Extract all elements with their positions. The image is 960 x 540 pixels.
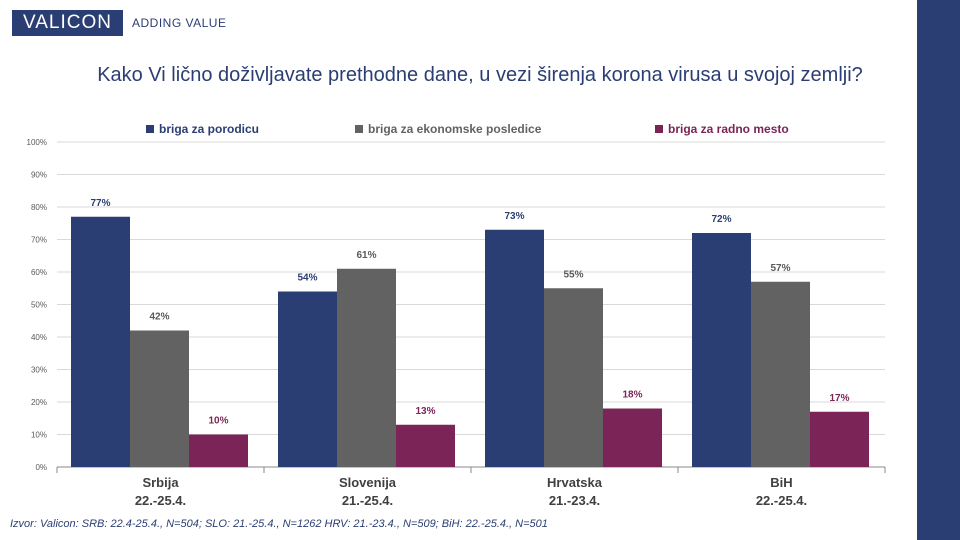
data-label: 17% [829,393,849,404]
category-period-label: 22.-25.4. [756,493,807,508]
category-period-label: 21.-23.4. [549,493,600,508]
y-tick-label: 0% [35,463,47,472]
y-tick-label: 90% [31,171,47,180]
y-tick-label: 100% [27,138,47,147]
brand-tagline: ADDING VALUE [132,16,227,30]
valicon-logo: VALICON [12,10,123,36]
data-label: 54% [297,273,317,284]
category-label: Hrvatska [547,475,603,490]
bar [71,216,130,467]
bar [692,233,751,467]
bar [751,281,810,467]
source-footnote: Izvor: Valicon: SRB: 22.4-25.4., N=504; … [10,518,548,530]
data-label: 42% [149,312,169,323]
bar [337,268,396,467]
chart-title: Kako Vi lično doživljavate prethodne dan… [97,64,863,86]
category-period-label: 22.-25.4. [135,493,186,508]
y-tick-label: 70% [31,236,47,245]
bar [810,411,869,467]
y-tick-label: 10% [31,431,47,440]
data-label: 77% [90,198,110,209]
y-tick-label: 60% [31,268,47,277]
y-tick-label: 40% [31,333,47,342]
data-label: 18% [622,390,642,401]
data-label: 13% [415,406,435,417]
bar [544,288,603,467]
legend-swatch [146,125,154,133]
side-accent-bar [917,0,960,540]
data-label: 73% [504,211,524,222]
category-label: Srbija [142,475,179,490]
data-label: 55% [563,269,583,280]
bar [603,408,662,467]
category-label: Slovenija [339,475,397,490]
bar [396,424,455,467]
data-label: 10% [208,416,228,427]
y-tick-label: 50% [31,301,47,310]
category-label: BiH [770,475,792,490]
data-label: 61% [356,250,376,261]
y-tick-label: 30% [31,366,47,375]
bar [130,330,189,467]
legend-swatch [355,125,363,133]
bar [278,291,337,467]
y-tick-label: 80% [31,203,47,212]
data-label: 57% [770,263,790,274]
bar [189,434,248,467]
legend-swatch [655,125,663,133]
legend-label: briga za radno mesto [668,122,789,136]
bar [485,229,544,467]
y-tick-label: 20% [31,398,47,407]
legend-label: briga za ekonomske posledice [368,122,542,136]
category-period-label: 21.-25.4. [342,493,393,508]
data-label: 72% [711,214,731,225]
legend-label: briga za porodicu [159,122,259,136]
